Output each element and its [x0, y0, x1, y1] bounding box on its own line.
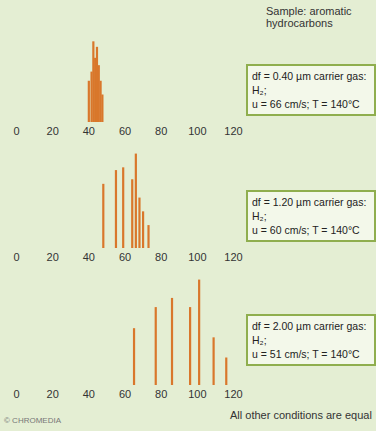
svg-text:40: 40	[83, 388, 95, 400]
html-text:All other conditions are equal: All other conditions are equal	[230, 409, 372, 421]
svg-text:0: 0	[13, 251, 19, 263]
html-text:Sample: aromatic hydrocarbons: Sample: aromatic hydrocarbons	[266, 5, 352, 29]
svg-text:60: 60	[119, 251, 131, 263]
svg-text:60: 60	[119, 388, 131, 400]
svg-text:20: 20	[47, 388, 59, 400]
svg-text:40: 40	[83, 125, 95, 137]
html-text:© CHROMEDIA: © CHROMEDIA	[4, 416, 61, 425]
html-text:u = 66 cm/s; T = 140°C: u = 66 cm/s; T = 140°C	[252, 98, 360, 110]
svg-text:0: 0	[13, 125, 19, 137]
svg-text:100: 100	[188, 251, 206, 263]
svg-text:100: 100	[188, 125, 206, 137]
svg-text:80: 80	[155, 251, 167, 263]
svg-text:100: 100	[188, 388, 206, 400]
svg-text:80: 80	[155, 388, 167, 400]
html-text:df = 2.00 µm carrier gas: H₂;: df = 2.00 µm carrier gas: H₂;	[252, 320, 367, 346]
svg-text:120: 120	[224, 388, 242, 400]
svg-text:80: 80	[155, 125, 167, 137]
html-text:df = 1.20 µm carrier gas: H₂;: df = 1.20 µm carrier gas: H₂;	[252, 196, 367, 222]
html-text:df = 0.40 µm carrier gas: H₂;: df = 0.40 µm carrier gas: H₂;	[252, 70, 367, 96]
svg-text:60: 60	[119, 125, 131, 137]
svg-text:120: 120	[224, 251, 242, 263]
html-text:u = 51 cm/s; T = 140°C: u = 51 cm/s; T = 140°C	[252, 348, 360, 360]
svg-text:120: 120	[224, 125, 242, 137]
svg-text:20: 20	[47, 251, 59, 263]
svg-text:20: 20	[47, 125, 59, 137]
svg-text:0: 0	[13, 388, 19, 400]
svg-text:40: 40	[83, 251, 95, 263]
html-text:u = 60 cm/s; T = 140°C: u = 60 cm/s; T = 140°C	[252, 224, 360, 236]
